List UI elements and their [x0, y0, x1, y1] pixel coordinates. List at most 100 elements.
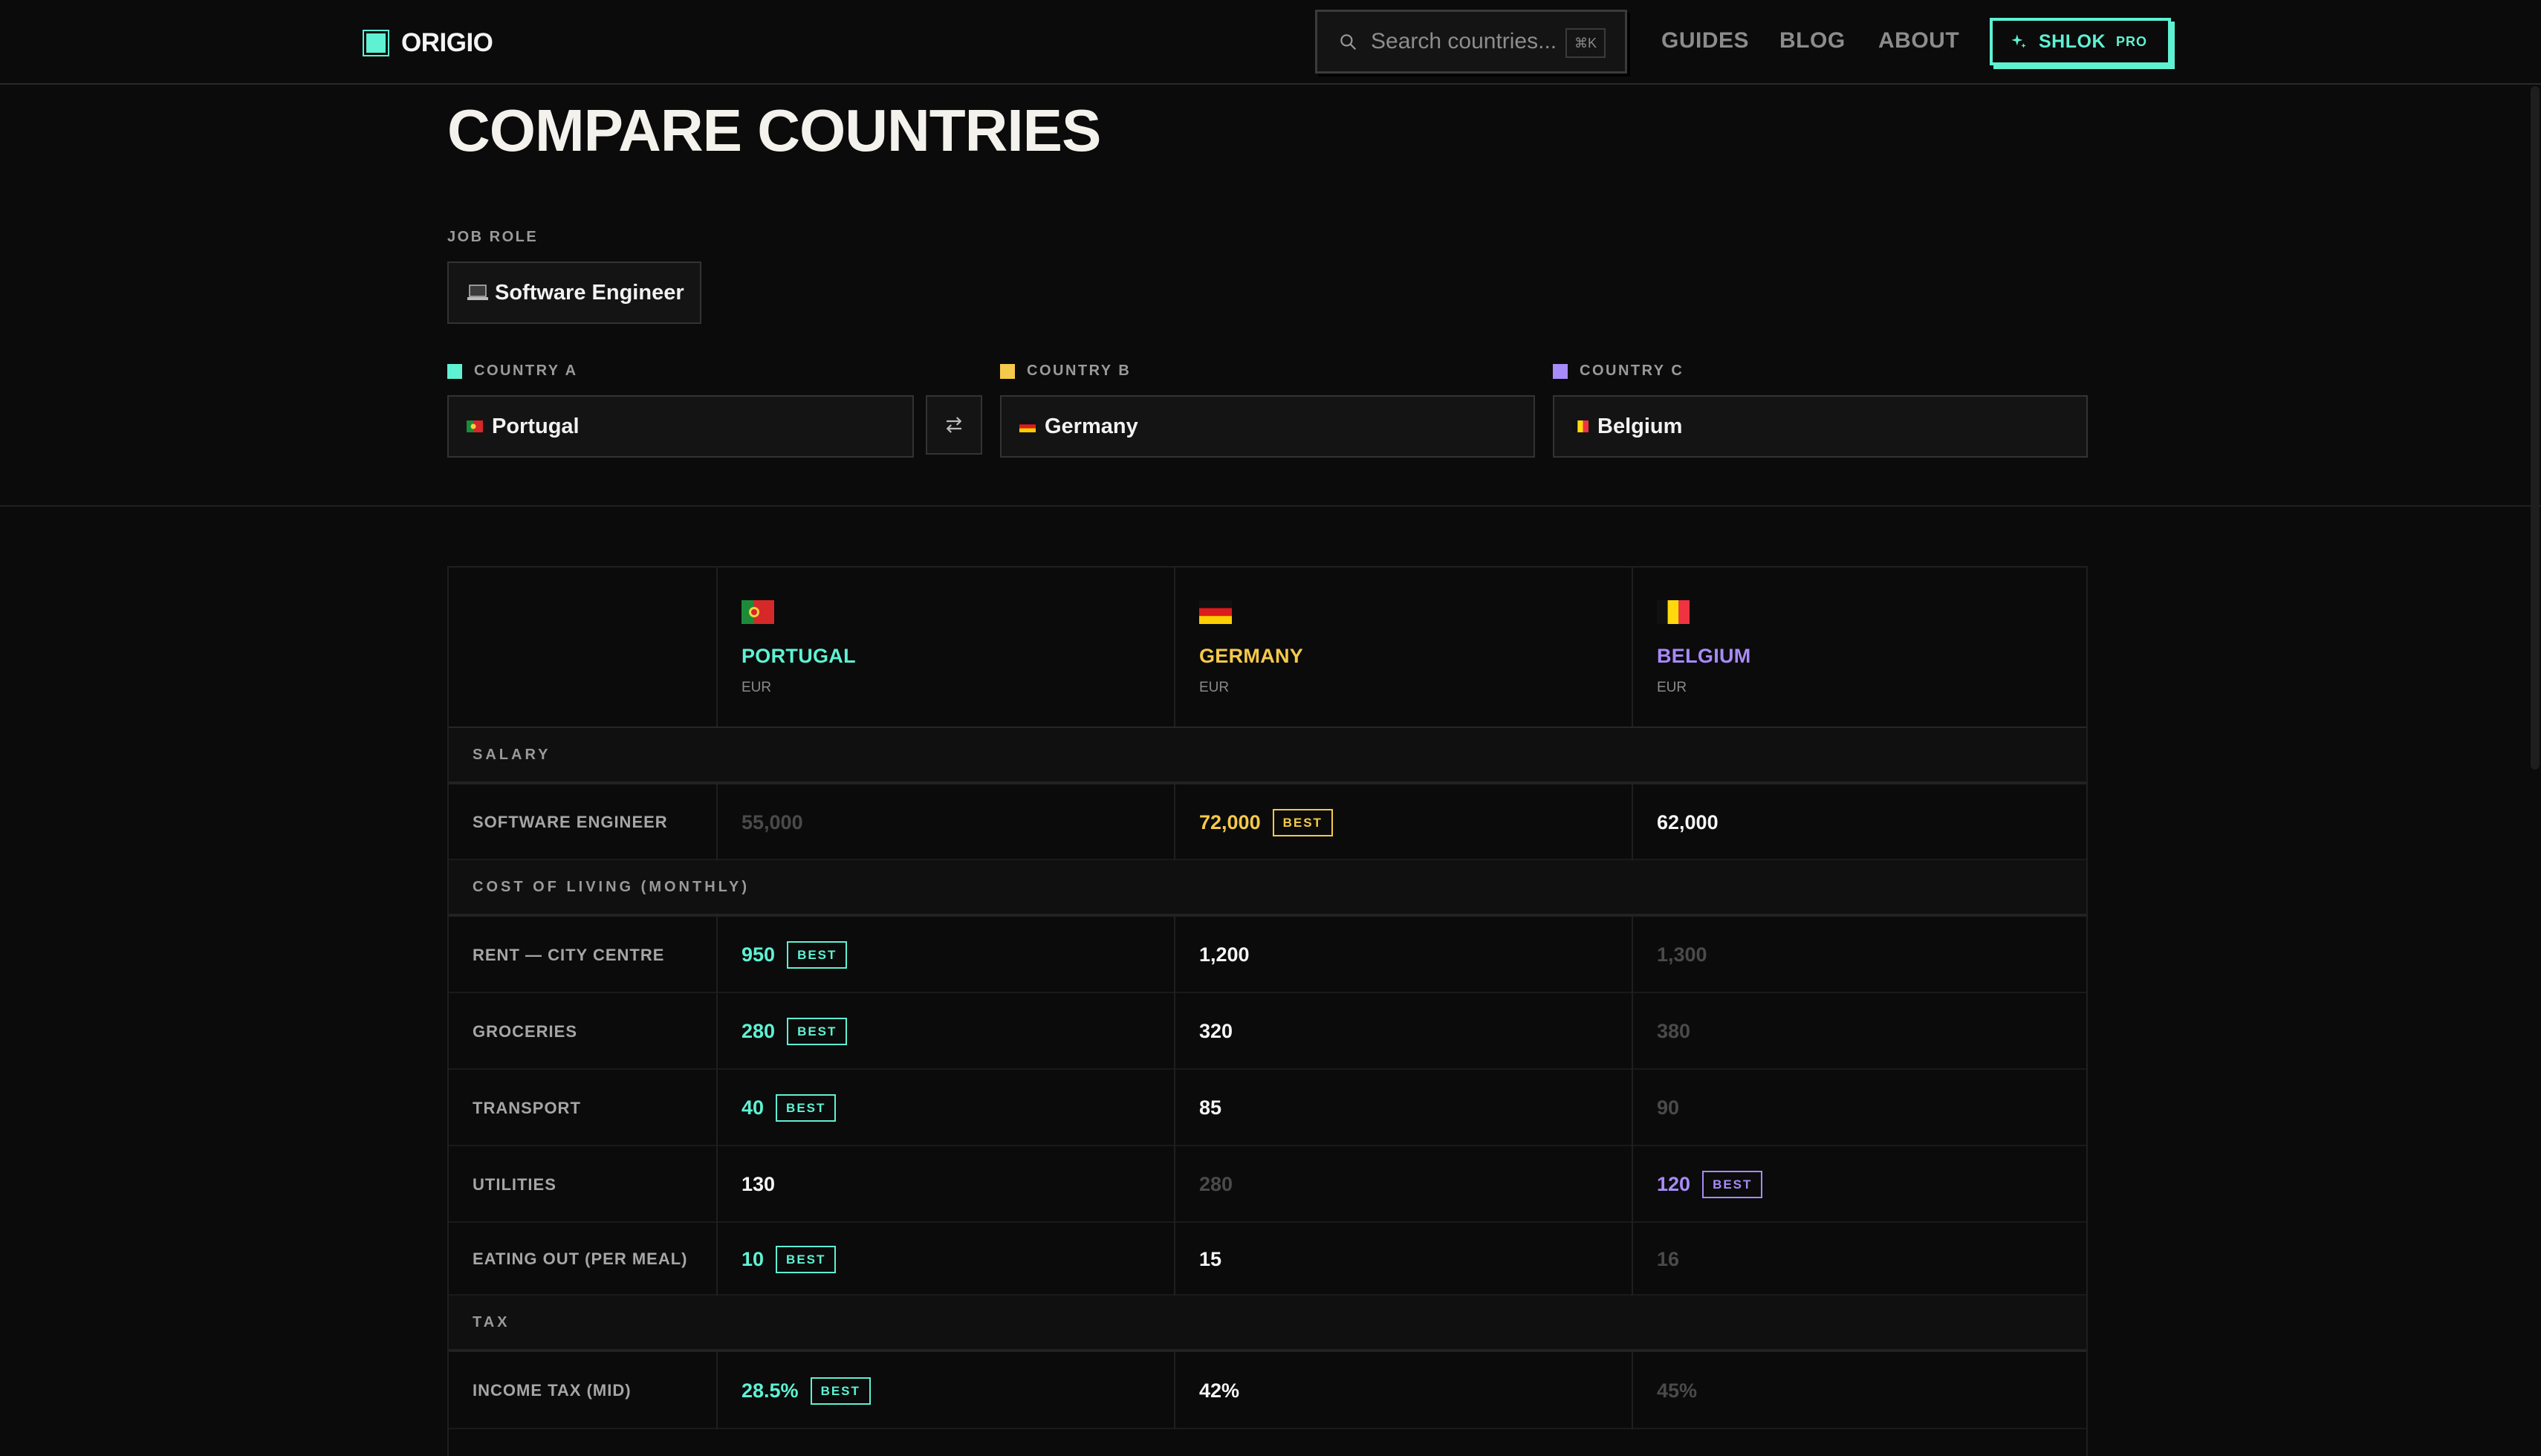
value-cell: 280 — [1199, 1169, 1233, 1200]
row-label: GROCERIES — [473, 1021, 578, 1041]
portugal-flag-icon — [741, 600, 774, 624]
currency-code: EUR — [741, 680, 772, 695]
currency-code: EUR — [1199, 680, 1230, 695]
column-divider — [1174, 1146, 1175, 1223]
search-box[interactable]: ⌘K — [1315, 10, 1627, 74]
germany-flag-icon — [1199, 600, 1232, 624]
value: 15 — [1199, 1247, 1222, 1270]
nav-link-guides[interactable]: GUIDES — [1661, 28, 1750, 53]
value: 280 — [1199, 1173, 1233, 1195]
row-label: UTILITIES — [473, 1174, 556, 1194]
column-divider — [1632, 1146, 1633, 1223]
column-divider — [1632, 1352, 1633, 1429]
column-divider — [1174, 993, 1175, 1070]
value: 280 — [741, 1020, 776, 1042]
country-c-value: Belgium — [1597, 414, 1683, 438]
nav-link-blog[interactable]: BLOG — [1779, 28, 1846, 53]
value-cell: 950 BEST — [741, 940, 848, 971]
value: 45% — [1657, 1379, 1698, 1402]
value: 42% — [1199, 1379, 1240, 1402]
column-divider — [1632, 917, 1633, 993]
logo[interactable]: ORIGIO — [363, 28, 493, 58]
value-cell: 280 BEST — [741, 1016, 848, 1047]
value-cell: 130 — [741, 1169, 775, 1200]
value: 40 — [741, 1096, 765, 1119]
value-cell: 1,300 — [1657, 940, 1707, 971]
country-name: PORTUGAL — [741, 645, 856, 667]
belgium-flag-icon — [1657, 600, 1690, 624]
country-b-value: Germany — [1045, 414, 1138, 438]
column-header-belgium: BELGIUM EUR — [1657, 600, 1751, 696]
portugal-flag-icon — [467, 420, 483, 432]
best-badge: BEST — [787, 1018, 848, 1045]
page-scrollbar[interactable] — [2531, 86, 2540, 770]
section-header: COST OF LIVING (MONTHLY) — [449, 860, 2086, 917]
country-a-select[interactable]: Portugal — [447, 395, 914, 458]
table-row: RENT — CITY CENTRE 950 BEST 1,200 1,300 — [449, 917, 2086, 993]
logo-text: ORIGIO — [401, 28, 493, 57]
column-divider — [716, 1223, 718, 1296]
value: 16 — [1657, 1247, 1680, 1270]
table-row: SOFTWARE ENGINEER 55,000 72,000 BEST 62,000 — [449, 784, 2086, 860]
value-cell: 1,200 — [1199, 940, 1250, 971]
value: 28.5% — [741, 1379, 799, 1402]
value-cell: 16 — [1657, 1244, 1679, 1275]
table-row: EATING OUT (PER MEAL) 10 BEST 15 16 — [449, 1223, 2086, 1296]
swap-countries-button[interactable] — [926, 395, 982, 455]
column-divider — [716, 993, 718, 1070]
column-header-portugal: PORTUGAL EUR — [741, 600, 856, 696]
column-divider — [1174, 784, 1175, 860]
value-cell: 42% — [1199, 1375, 1239, 1406]
logo-square-icon — [363, 30, 389, 56]
best-badge: BEST — [1702, 1171, 1763, 1198]
column-divider — [1174, 1352, 1175, 1429]
search-input[interactable] — [1371, 29, 1557, 54]
nav-link-about[interactable]: ABOUT — [1878, 28, 1960, 53]
job-role-select[interactable]: Software Engineer — [447, 261, 701, 324]
value: 1,300 — [1657, 943, 1707, 966]
row-label: INCOME TAX (MID) — [473, 1381, 632, 1400]
value-cell: 10 BEST — [741, 1244, 837, 1275]
value-cell: 15 — [1199, 1244, 1221, 1275]
best-badge: BEST — [810, 1377, 871, 1405]
best-badge: BEST — [1272, 808, 1333, 836]
column-divider — [716, 1146, 718, 1223]
column-divider — [1632, 993, 1633, 1070]
country-c-select[interactable]: Belgium — [1553, 395, 2088, 458]
column-divider — [1632, 1223, 1633, 1296]
row-label: EATING OUT (PER MEAL) — [473, 1249, 688, 1268]
page-title: COMPARE COUNTRIES — [447, 97, 1101, 163]
column-divider — [716, 568, 718, 728]
value-cell: 55,000 — [741, 807, 803, 838]
country-a-value: Portugal — [492, 414, 580, 438]
value: 130 — [741, 1173, 776, 1195]
value: 90 — [1657, 1096, 1680, 1119]
column-divider — [1174, 917, 1175, 993]
value-cell: 90 — [1657, 1093, 1679, 1124]
value: 10 — [741, 1247, 765, 1270]
column-divider — [1632, 1070, 1633, 1146]
value-cell: 45% — [1657, 1375, 1697, 1406]
table-header-row: PORTUGAL EUR GERMANY EUR BELGIUM EUR — [449, 568, 2086, 728]
germany-flag-icon — [1019, 420, 1036, 432]
value-cell: 62,000 — [1657, 807, 1719, 838]
value: 380 — [1657, 1020, 1691, 1042]
sparkle-icon — [2011, 34, 2026, 48]
search-icon — [1340, 34, 1356, 50]
account-name: SHLOK — [2039, 30, 2106, 52]
column-divider — [716, 784, 718, 860]
country-b-color-swatch — [1000, 364, 1015, 379]
account-pro-button[interactable]: SHLOK PRO — [1990, 18, 2171, 65]
best-badge: BEST — [776, 1245, 837, 1273]
column-divider — [716, 1070, 718, 1146]
country-c-color-swatch — [1553, 364, 1568, 379]
value-cell: 120 BEST — [1657, 1169, 1763, 1200]
table-row: UTILITIES 130 280 120 BEST — [449, 1146, 2086, 1223]
section-divider — [0, 505, 2541, 507]
value-cell: 72,000 BEST — [1199, 807, 1333, 838]
value-cell: 40 BEST — [741, 1093, 837, 1124]
value: 320 — [1199, 1020, 1233, 1042]
value-cell: 85 — [1199, 1093, 1221, 1124]
section-header: TAX — [449, 1296, 2086, 1352]
country-b-select[interactable]: Germany — [1000, 395, 1535, 458]
